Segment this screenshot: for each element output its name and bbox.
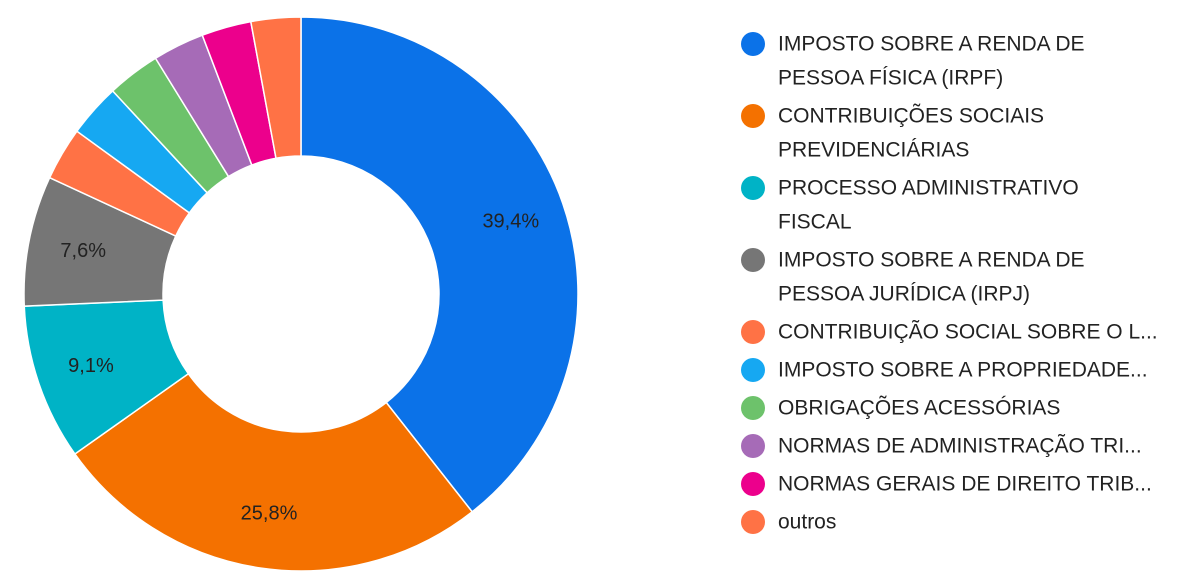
legend-item-7[interactable]: OBRIGAÇÕES ACESSÓRIAS [741,396,1060,421]
legend-label: PROCESSO ADMINISTRATIVO [778,177,1079,200]
legend-item-10[interactable]: outros [741,510,836,534]
legend-item-9[interactable]: NORMAS GERAIS DE DIREITO TRIB... [741,472,1152,496]
legend-swatch [741,32,765,56]
legend-swatch [741,510,765,534]
legend-swatch [741,358,765,382]
legend-item-2[interactable]: CONTRIBUIÇÕES SOCIAIS PREVIDENCIÁRIAS [741,104,1044,162]
legend-label: CONTRIBUIÇÕES SOCIAIS [778,104,1044,128]
legend-swatch [741,176,765,200]
legend-swatch [741,434,765,458]
legend-label: PESSOA FÍSICA (IRPF) [778,67,1003,90]
legend-item-8[interactable]: NORMAS DE ADMINISTRAÇÃO TRI... [741,434,1142,459]
legend-label: NORMAS DE ADMINISTRAÇÃO TRI... [778,434,1142,458]
slice-label-2: 25,8% [241,503,298,525]
legend-label: OBRIGAÇÕES ACESSÓRIAS [778,396,1060,420]
slice-1 [300,16,579,513]
legend-label: IMPOSTO SOBRE A RENDA DE [778,249,1085,272]
slice-labels: 39,4% 25,8% 9,1% 7,6% [60,210,539,524]
slice-2 [73,372,474,572]
legend-item-4[interactable]: IMPOSTO SOBRE A RENDA DE PESSOA JURÍDICA … [741,248,1085,306]
legend: IMPOSTO SOBRE A RENDA DE PESSOA FÍSICA (I… [741,32,1158,534]
legend-label: CONTRIBUIÇÃO SOCIAL SOBRE O L... [778,320,1158,344]
slice-10 [249,16,302,160]
slice-label-4: 7,6% [60,240,106,262]
legend-item-6[interactable]: IMPOSTO SOBRE A PROPRIEDADE... [741,358,1148,382]
legend-swatch [741,104,765,128]
legend-label: IMPOSTO SOBRE A PROPRIEDADE... [778,359,1148,382]
legend-item-3[interactable]: PROCESSO ADMINISTRATIVO FISCAL [741,176,1079,234]
legend-swatch [741,396,765,420]
legend-swatch [741,320,765,344]
legend-item-1[interactable]: IMPOSTO SOBRE A RENDA DE PESSOA FÍSICA (I… [741,32,1085,90]
legend-label: IMPOSTO SOBRE A RENDA DE [778,33,1085,56]
legend-swatch [741,472,765,496]
slice-label-3: 9,1% [68,355,114,377]
slice-label-1: 39,4% [482,210,539,232]
slices [23,16,579,572]
legend-item-5[interactable]: CONTRIBUIÇÃO SOCIAL SOBRE O L... [741,320,1158,345]
legend-label: NORMAS GERAIS DE DIREITO TRIB... [778,473,1152,496]
legend-swatch [741,248,765,272]
legend-label: PREVIDENCIÁRIAS [778,139,969,162]
legend-label: PESSOA JURÍDICA (IRPJ) [778,283,1030,306]
legend-label: FISCAL [778,211,852,234]
legend-label: outros [778,511,836,534]
